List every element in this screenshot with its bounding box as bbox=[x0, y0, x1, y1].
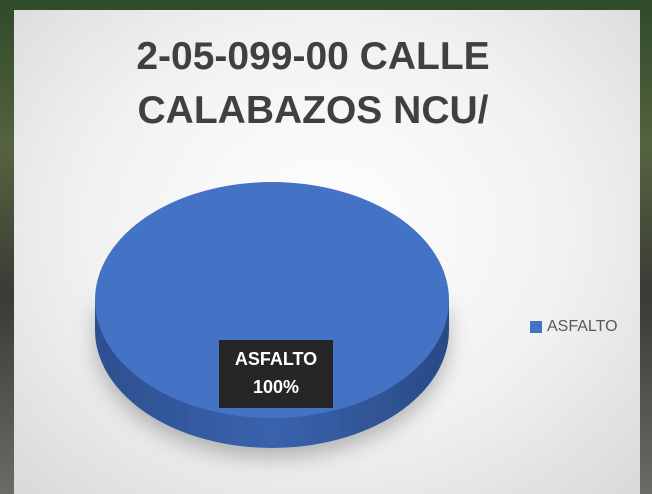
legend-label: ASFALTO bbox=[547, 318, 618, 335]
data-label-value: 100% bbox=[253, 377, 299, 397]
chart: ASFALTO 100% ASFALTO bbox=[0, 0, 652, 494]
data-label-category: ASFALTO bbox=[235, 349, 317, 369]
legend-swatch bbox=[530, 321, 542, 333]
page: 2-05-099-00 CALLE CALABAZOS NCU/ ASFALTO… bbox=[0, 0, 652, 494]
